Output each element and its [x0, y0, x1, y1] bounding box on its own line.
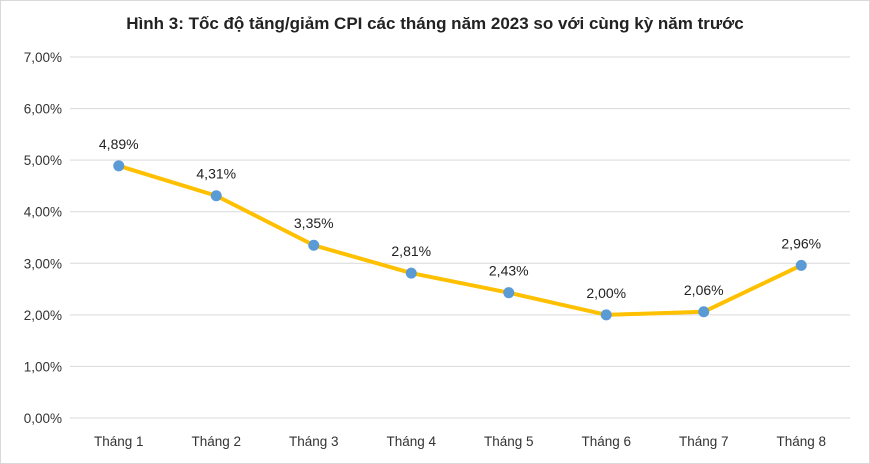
data-point	[405, 267, 417, 279]
y-tick-label: 6,00%	[24, 102, 62, 117]
data-point	[698, 306, 710, 318]
y-tick-label: 5,00%	[24, 153, 62, 168]
data-label: 3,35%	[294, 215, 334, 231]
data-label: 2,81%	[391, 243, 431, 259]
x-tick-label: Tháng 5	[484, 434, 534, 449]
x-tick-label: Tháng 3	[289, 434, 339, 449]
data-point	[600, 309, 612, 321]
x-tick-label: Tháng 6	[581, 434, 631, 449]
y-tick-label: 0,00%	[24, 411, 62, 426]
x-tick-label: Tháng 2	[191, 434, 241, 449]
chart-title: Hình 3: Tốc độ tăng/giảm CPI các tháng n…	[126, 14, 744, 33]
data-point	[308, 239, 320, 251]
y-tick-label: 3,00%	[24, 256, 62, 271]
data-label: 2,00%	[586, 285, 626, 301]
x-tick-label: Tháng 4	[386, 434, 436, 449]
x-tick-label: Tháng 7	[679, 434, 729, 449]
x-tick-label: Tháng 1	[94, 434, 144, 449]
data-point	[113, 160, 125, 172]
y-tick-label: 2,00%	[24, 308, 62, 323]
data-label: 2,96%	[781, 235, 821, 251]
y-tick-label: 7,00%	[24, 50, 62, 65]
y-tick-label: 1,00%	[24, 359, 62, 374]
data-point	[795, 259, 807, 271]
y-tick-label: 4,00%	[24, 205, 62, 220]
data-point	[503, 287, 515, 299]
data-label: 4,89%	[99, 136, 139, 152]
data-point	[210, 190, 222, 202]
series-line	[116, 163, 804, 317]
data-label: 2,06%	[684, 282, 724, 298]
data-label: 2,43%	[489, 263, 529, 279]
data-label: 4,31%	[196, 166, 236, 182]
x-tick-label: Tháng 8	[776, 434, 826, 449]
